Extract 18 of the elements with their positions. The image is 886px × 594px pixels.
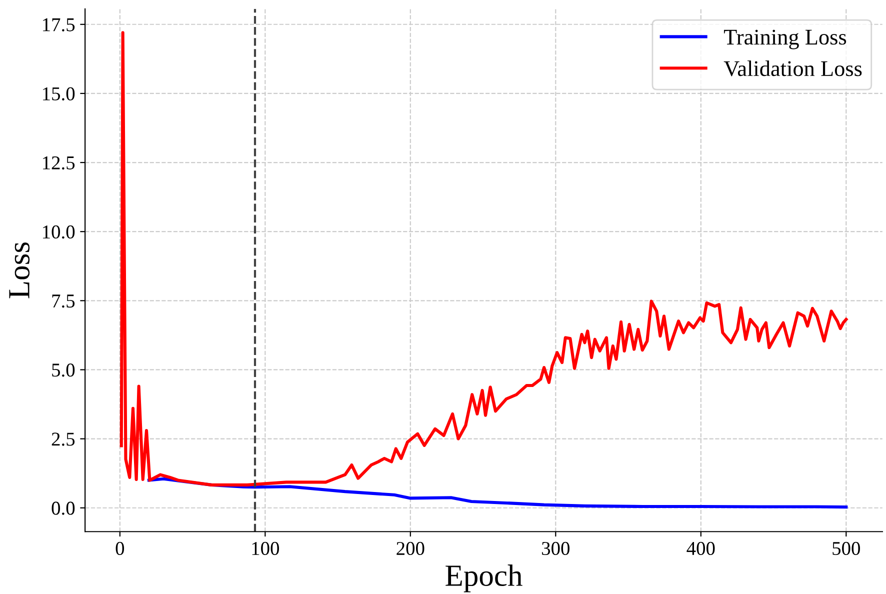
y-tick-label: 17.5 xyxy=(43,18,75,32)
x-tick-label: 0 xyxy=(116,542,124,556)
x-tick-label: 300 xyxy=(542,542,570,556)
y-axis-title: Loss xyxy=(9,242,30,298)
y-tick-label: 12.5 xyxy=(43,156,75,170)
y-tick-label: 0.0 xyxy=(52,502,75,515)
x-tick-label: 400 xyxy=(686,542,715,556)
x-tick-label: 100 xyxy=(252,542,280,556)
x-tick-label: 500 xyxy=(832,542,860,556)
x-tick-label: 200 xyxy=(396,542,424,556)
y-tick-label: 2.5 xyxy=(52,432,75,446)
y-tick-label: 15.0 xyxy=(43,87,75,100)
y-tick-label: 5.0 xyxy=(52,364,75,377)
legend-label: Validation Loss xyxy=(724,60,862,76)
legend-label: Training Loss xyxy=(724,30,846,50)
y-tick-label: 7.5 xyxy=(52,294,75,308)
y-tick-label: 10.0 xyxy=(43,225,75,239)
x-axis-title: Epoch xyxy=(446,564,522,592)
